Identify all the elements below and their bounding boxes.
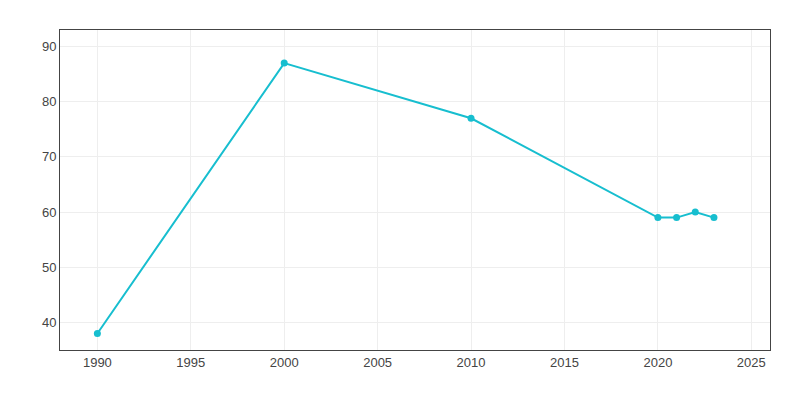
svg-text:40: 40: [42, 315, 56, 330]
svg-text:50: 50: [42, 260, 56, 275]
svg-text:2005: 2005: [363, 355, 392, 370]
svg-text:2000: 2000: [270, 355, 299, 370]
svg-text:2015: 2015: [550, 355, 579, 370]
svg-text:2025: 2025: [737, 355, 766, 370]
svg-text:70: 70: [42, 149, 56, 164]
svg-text:90: 90: [42, 39, 56, 54]
svg-text:80: 80: [42, 94, 56, 109]
svg-text:1990: 1990: [83, 355, 112, 370]
svg-text:1995: 1995: [176, 355, 205, 370]
svg-text:2020: 2020: [643, 355, 672, 370]
svg-text:60: 60: [42, 205, 56, 220]
svg-text:2010: 2010: [457, 355, 486, 370]
